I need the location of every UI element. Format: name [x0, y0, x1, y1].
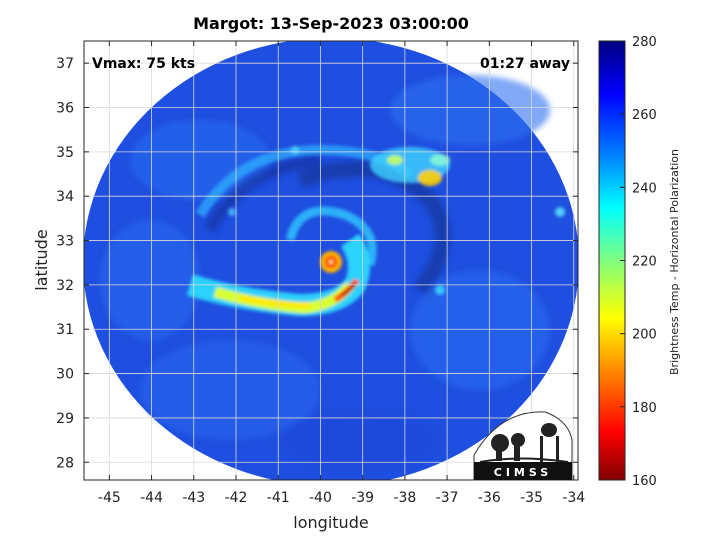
x-tick-label: -37: [436, 490, 459, 506]
y-axis: 28 29 30 31 32 33 34 35 36 37: [56, 56, 578, 471]
y-axis-label: latitude: [32, 229, 51, 290]
y-tick-label: 35: [56, 145, 74, 161]
colorbar-tick-label: 280: [632, 35, 657, 50]
x-tick-label: -39: [351, 490, 374, 506]
axes-box: [83, 40, 579, 481]
logo-banner: [474, 462, 572, 480]
x-axis: -45 -44 -43 -42 -41 -40 -39 -38 -37 -36 -35 -34: [98, 41, 585, 506]
x-tick-label: -44: [140, 490, 163, 506]
colorbar-label: Brightness Temp - Horizontal Polarizatio…: [668, 149, 681, 375]
x-tick-label: -42: [225, 490, 248, 506]
colorbar-ticks: 160 180 200 220 240 260 280: [620, 35, 657, 489]
x-tick-label: -35: [520, 490, 543, 506]
colorbar-tick-label: 260: [632, 108, 657, 123]
grid-lines: [84, 41, 578, 480]
spiral-bands: [186, 144, 565, 317]
swath-texture: [100, 75, 550, 470]
y-tick-label: 33: [56, 234, 74, 250]
time-offset-annotation: 01:27 away: [480, 56, 570, 72]
vmax-annotation: Vmax: 75 kts: [92, 56, 195, 72]
chart-title: Margot: 13-Sep-2023 03:00:00: [193, 14, 469, 33]
x-axis-label: longitude: [293, 513, 368, 532]
y-tick-label: 29: [56, 411, 74, 427]
colorbar-tick-label: 160: [632, 474, 657, 489]
y-tick-label: 32: [56, 278, 74, 294]
y-tick-label: 34: [56, 189, 74, 205]
x-tick-label: -40: [309, 490, 332, 506]
colorbar-tick-label: 180: [632, 401, 657, 416]
colorbar-tick-label: 200: [632, 328, 657, 343]
logo-text: CIMSS: [494, 466, 552, 479]
x-tick-label: -34: [562, 490, 585, 506]
y-tick-label: 30: [56, 367, 74, 383]
x-tick-label: -36: [478, 490, 501, 506]
x-tick-label: -41: [267, 490, 290, 506]
satellite-swath: [84, 41, 578, 480]
colorbar-tick-label: 220: [632, 255, 657, 270]
y-tick-label: 28: [56, 455, 74, 471]
x-tick-label: -43: [182, 490, 205, 506]
y-tick-label: 31: [56, 322, 74, 338]
colorbar-tick-label: 240: [632, 181, 657, 196]
x-tick-label: -45: [98, 490, 121, 506]
x-tick-label: -38: [393, 490, 416, 506]
cimss-logo: CIMSS: [473, 411, 573, 481]
y-tick-label: 37: [56, 56, 74, 72]
y-tick-label: 36: [56, 101, 74, 117]
